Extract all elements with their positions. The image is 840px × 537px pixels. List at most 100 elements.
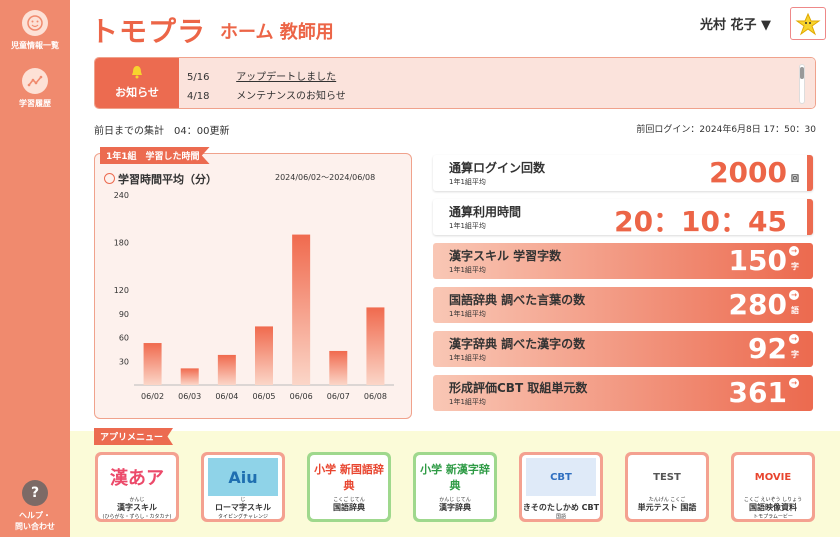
app-logo: トモプラ — [90, 15, 207, 48]
avatar[interactable] — [790, 7, 826, 40]
chart-bar — [217, 354, 236, 385]
stat-sub: 1年1組平均 — [449, 310, 486, 318]
romaji-skill-app[interactable]: Aiu じローマ字スキル タイピングチャレンジ — [201, 452, 285, 522]
notice-text[interactable]: メンテナンスのお知らせ — [236, 91, 346, 102]
app-icon: Aiu — [208, 458, 278, 496]
sidebar: 児童情報一覧 学習履歴 ? ヘルプ・ 問い合わせ — [0, 0, 70, 537]
kanji-dictionary-app[interactable]: 小学 新漢字辞典 かんじ じてん 漢字辞典 — [413, 452, 497, 522]
y-tick-label: 240 — [114, 191, 129, 200]
chart-tag: 1年1組 学習した時間 — [100, 147, 210, 164]
app-ruby: たんげん こくご — [648, 497, 686, 503]
stat-card[interactable]: 国語辞典 調べた言葉の数 1年1組平均 280 語 → — [433, 287, 813, 323]
app-card-inner: MOVIE こくご えいぞう しりょう 国語映像資料 トモプラムービー — [734, 455, 812, 520]
page-title: ホーム 教師用 — [220, 22, 334, 43]
stat-unit: 字 — [791, 350, 799, 359]
clock-icon — [104, 173, 115, 184]
app-card-inner: 小学 新漢字辞典 かんじ じてん 漢字辞典 — [416, 455, 494, 519]
app-name: 漢字辞典 — [439, 503, 471, 512]
stat-card: 通算利用時間 1年1組平均 20：10：45 — [433, 199, 813, 238]
stat-label: 漢字スキル 学習字数 — [449, 249, 562, 263]
movie-app[interactable]: MOVIE こくご えいぞう しりょう 国語映像資料 トモプラムービー — [731, 452, 815, 522]
stat-label: 通算利用時間 — [449, 205, 522, 219]
arrow-right-icon[interactable]: → — [789, 246, 799, 256]
app-name: 国語辞典 — [333, 503, 365, 512]
app-icon: TEST — [632, 458, 702, 496]
x-tick-label: 06/02 — [141, 392, 164, 401]
y-tick-label: 30 — [119, 357, 129, 366]
arrow-right-icon[interactable]: → — [789, 290, 799, 300]
bell-icon — [132, 66, 142, 79]
stat-value: 92 — [748, 332, 787, 365]
notice-list: 5/16 アップデートしました 4/18 メンテナンスのお知らせ — [179, 58, 815, 108]
unit-test-app[interactable]: TEST たんげん こくご 単元テスト 国語 — [625, 452, 709, 522]
app-name: きそのたしかめ CBT — [522, 503, 600, 512]
notice-panel: お知らせ 5/16 アップデートしました 4/18 メンテナンスのお知らせ — [94, 57, 816, 109]
app-card-inner: 漢あア かんじ 漢字スキル (ひらがな・ずらし・カタカナ) — [98, 455, 176, 520]
kokugo-dictionary-app[interactable]: 小学 新国語辞典 こくご じてん 国語辞典 — [307, 452, 391, 522]
bar-chart: 30 60 90 120 180 240 06/02 06/03 06/04 06/05 06/06… — [114, 191, 394, 401]
arrow-right-icon[interactable]: → — [789, 378, 799, 388]
stat-card[interactable]: 漢字辞典 調べた漢字の数 1年1組平均 92 字 → — [433, 331, 813, 367]
y-tick-label: 120 — [114, 286, 129, 295]
help-button[interactable]: ? ヘルプ・ 問い合わせ — [0, 480, 70, 532]
last-login: 前回ログイン：2024年6月8日 17：50：30 — [636, 125, 816, 135]
chart-bar — [143, 343, 162, 385]
user-menu[interactable]: 光村 花子 ▼ — [700, 18, 772, 33]
stat-value: 361 — [728, 376, 787, 409]
arrow-right-icon[interactable]: → — [789, 334, 799, 344]
help-label-1: ヘルプ・ — [19, 511, 51, 520]
app-note: (ひらがな・ずらし・カタカナ) — [102, 514, 172, 520]
app-note: トモプラムービー — [753, 514, 793, 520]
app-note: タイピングチャレンジ — [218, 514, 268, 520]
stat-sub: 1年1組平均 — [449, 178, 486, 186]
app-ruby: こくご じてん — [333, 497, 365, 503]
chart-title-text: 学習時間平均（分） — [118, 173, 217, 186]
x-tick-label: 06/05 — [252, 392, 275, 401]
stat-card[interactable]: 形成評価CBT 取組単元数 1年1組平均 361 → — [433, 375, 813, 411]
aggregate-info: 前日までの集計 04：00更新 — [94, 126, 230, 137]
notice-text[interactable]: アップデートしました — [236, 72, 337, 83]
app-icon: 漢あア — [102, 458, 172, 496]
stat-sub: 1年1組平均 — [449, 222, 486, 230]
sidebar-item-student-list[interactable]: 児童情報一覧 — [0, 10, 70, 51]
app-ruby: じ — [240, 497, 246, 503]
scroll-thumb[interactable] — [800, 67, 804, 79]
sidebar-item-label: 学習履歴 — [19, 99, 51, 108]
line-graph-icon — [22, 68, 48, 94]
chart-bar — [329, 350, 348, 385]
stat-card: 通算ログイン回数 1年1組平均 2000 回 — [433, 155, 813, 191]
app-icon: 小学 新国語辞典 — [314, 458, 384, 496]
kanji-skill-app[interactable]: 漢あア かんじ 漢字スキル (ひらがな・ずらし・カタカナ) — [95, 452, 179, 522]
y-tick-label: 180 — [114, 239, 129, 248]
app-icon: CBT — [526, 458, 596, 496]
notice-item[interactable]: 5/16 アップデートしました — [187, 68, 336, 83]
sidebar-item-label: 児童情報一覧 — [11, 41, 59, 50]
chart-bar — [366, 307, 385, 385]
notice-scrollbar[interactable] — [799, 64, 805, 104]
app-menu-tag: アプリメニュー — [94, 428, 174, 445]
smiley-icon — [22, 10, 48, 36]
notice-item[interactable]: 4/18 メンテナンスのお知らせ — [187, 87, 346, 102]
stat-unit: 回 — [791, 174, 799, 183]
app-name: ローマ字スキル — [215, 503, 271, 512]
app-name: 漢字スキル — [117, 503, 157, 512]
stat-sub: 1年1組平均 — [449, 354, 486, 362]
stat-sub: 1年1組平均 — [449, 398, 486, 406]
sidebar-item-history[interactable]: 学習履歴 — [0, 68, 70, 109]
stat-card[interactable]: 漢字スキル 学習字数 1年1組平均 150 字 → — [433, 243, 813, 279]
notice-label: お知らせ — [115, 86, 159, 99]
app-icon: MOVIE — [738, 458, 808, 496]
character-icon — [795, 12, 821, 35]
app-ruby: かんじ じてん — [439, 497, 471, 503]
stat-label: 形成評価CBT 取組単元数 — [449, 381, 588, 395]
app-card-inner: 小学 新国語辞典 こくご じてん 国語辞典 — [310, 455, 388, 519]
stat-value: 280 — [728, 288, 787, 321]
x-tick-label: 06/07 — [327, 392, 350, 401]
x-tick-label: 06/04 — [215, 392, 238, 401]
help-label-2: 問い合わせ — [15, 522, 55, 531]
y-tick-label: 90 — [119, 310, 129, 319]
stat-value: 150 — [728, 244, 787, 277]
cbt-app[interactable]: CBT きそのたしかめ CBT 国語 — [519, 452, 603, 522]
x-tick-label: 06/06 — [290, 392, 313, 401]
stat-value: 20：10：45 — [614, 205, 787, 238]
